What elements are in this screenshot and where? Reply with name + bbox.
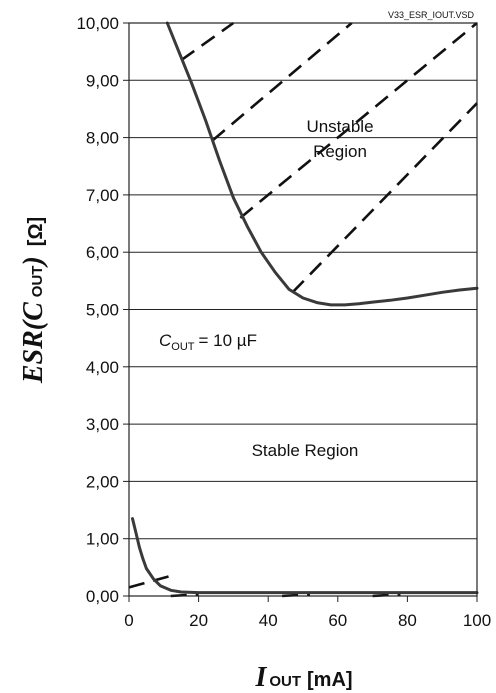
tick-labels: 0,00 1,00 2,00 3,00 4,00 5,00 6,00 7,00 8,00 9,00… [76,14,491,630]
y-axis-title: ESR(COUT)[Ω] [18,217,49,384]
x-tick-label: 80 [398,611,417,630]
x-tick-label: 0 [124,611,133,630]
lower-boundary-line [131,517,479,595]
upper-boundary-line [165,21,479,307]
hatch-line [291,102,478,294]
x-tick-label: 40 [259,611,278,630]
gridlines [129,22,477,597]
y-tick-label: 3,00 [86,415,119,434]
y-tick-label: 0,00 [86,587,119,606]
x-tick-label: 60 [328,611,347,630]
x-tick-label: 20 [189,611,208,630]
unstable-region-label-line2: Region [313,142,367,161]
y-tick-label: 1,00 [86,530,119,549]
series-lines [131,21,479,595]
y-tick-label: 6,00 [86,243,119,262]
hatch-line [239,21,478,219]
plot-frame [128,22,478,597]
unstable-region-label-line1: Unstable [306,117,373,136]
y-tick-label: 7,00 [86,186,119,205]
y-tick-label: 9,00 [86,71,119,90]
y-tick-label: 10,00 [76,14,119,33]
y-tick-label: 8,00 [86,129,119,148]
hatch-lines [128,21,478,598]
file-reference: V33_ESR_IOUT.VSD [388,10,475,20]
cout-annotation: COUT = 10 µF [159,331,257,353]
axes [123,22,478,602]
x-axis-title: I OUT [mA] [254,662,352,693]
x-tick-label: 100 [463,611,491,630]
hatch-line [180,21,235,62]
stable-region-label: Stable Region [252,441,359,460]
y-tick-label: 5,00 [86,301,119,320]
hatch-line [128,574,172,589]
y-tick-label: 2,00 [86,472,119,491]
y-tick-label: 4,00 [86,358,119,377]
hatch-line [211,22,353,142]
